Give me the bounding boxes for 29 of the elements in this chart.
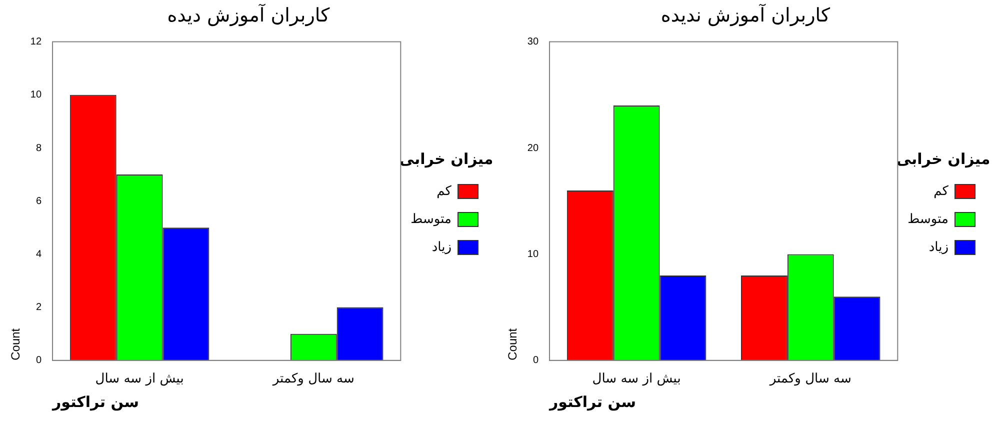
legend-label: زیاد xyxy=(432,240,452,255)
x-tick-label: بیش از سه سال xyxy=(592,372,681,387)
y-tick-label: 12 xyxy=(30,36,42,48)
legend-label: کم xyxy=(436,184,452,199)
legend-title: میزان خرابی xyxy=(399,150,494,168)
y-tick-label: 4 xyxy=(36,248,42,260)
y-axis-title: Count xyxy=(506,328,520,360)
x-axis-title: سن تراکتور xyxy=(52,392,139,411)
y-tick-label: 0 xyxy=(532,355,539,366)
y-tick-label: 10 xyxy=(527,248,539,260)
x-axis-title: سن تراکتور xyxy=(548,392,636,411)
y-tick-label: 30 xyxy=(527,36,539,48)
y-tick-label: 2 xyxy=(36,302,42,314)
chart-title: کاربران آموزش دیده xyxy=(167,3,331,26)
legend-label: زیاد xyxy=(928,240,948,255)
legend-title: میزان خرابی xyxy=(896,150,990,168)
legend-label: متوسط xyxy=(410,212,452,227)
y-tick-label: 10 xyxy=(30,90,42,101)
y-axis-title: Count xyxy=(8,328,23,360)
y-tick-label: 8 xyxy=(36,142,42,154)
legend-label: کم xyxy=(934,184,950,199)
chart-title: کاربران آموزش ندیده xyxy=(660,3,832,26)
y-tick-label: 20 xyxy=(527,142,539,154)
x-tick-label: بیش از سه سال xyxy=(95,372,184,387)
y-tick-label: 6 xyxy=(36,196,42,207)
x-tick-label: سه سال وکمتر xyxy=(272,372,354,387)
x-tick-label: سه سال وکمتر xyxy=(768,372,852,387)
y-tick-label: 0 xyxy=(36,355,42,366)
legend-label: متوسط xyxy=(908,212,948,227)
